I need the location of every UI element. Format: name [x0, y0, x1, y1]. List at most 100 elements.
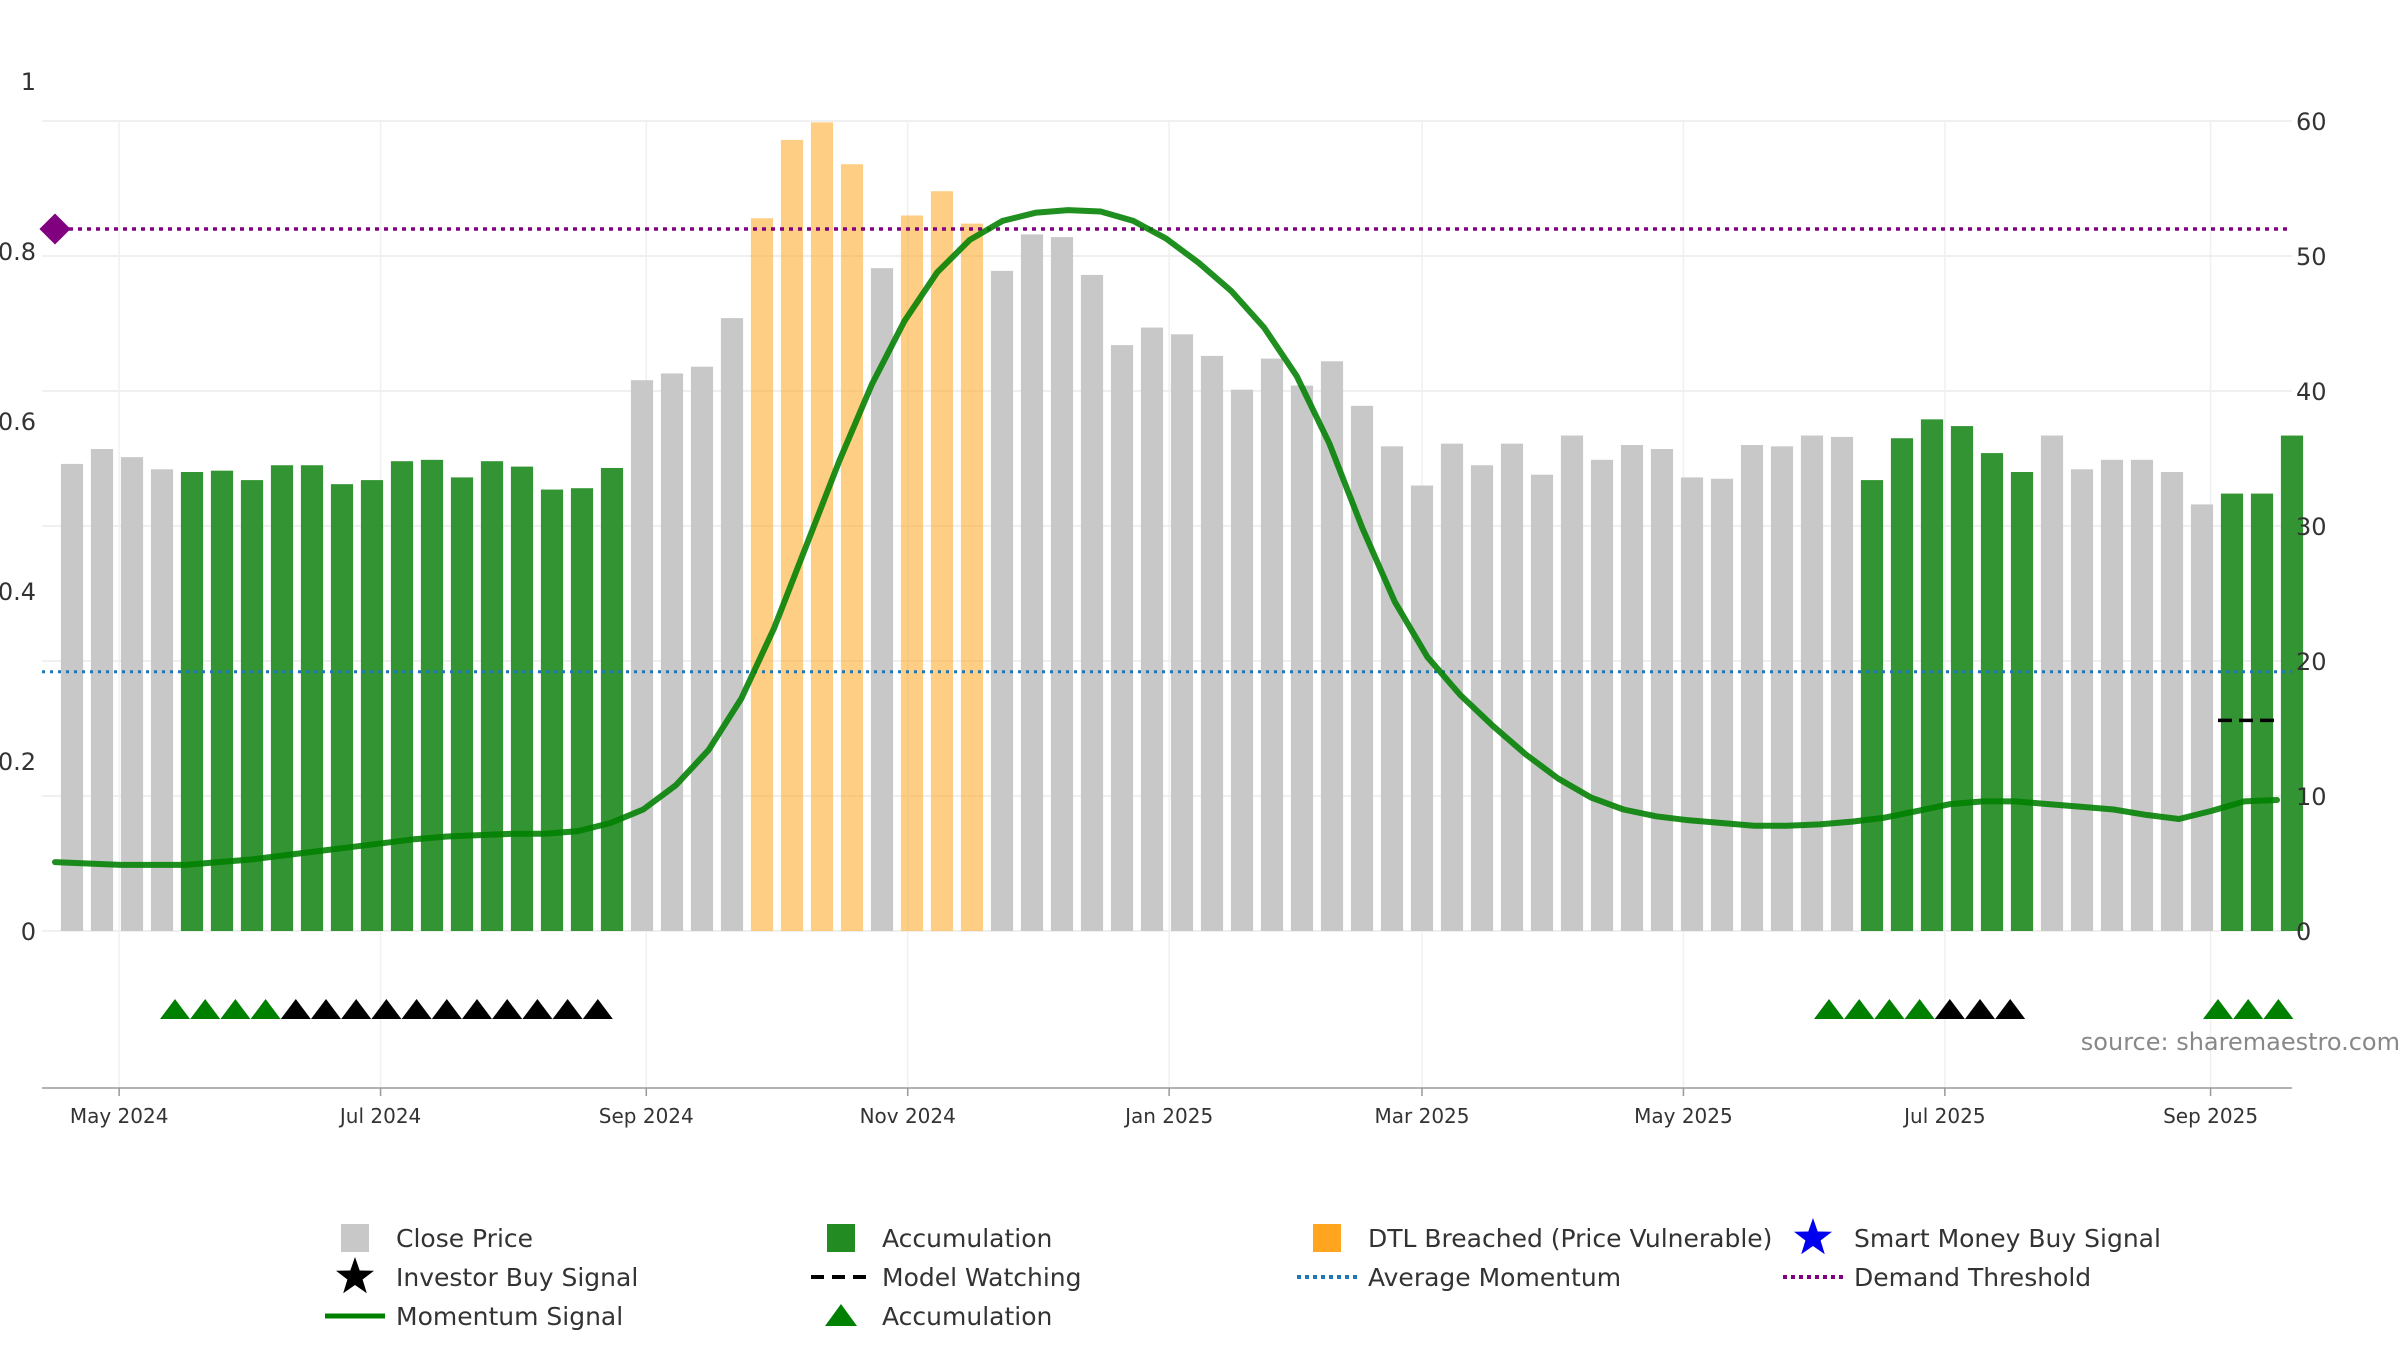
bar-series [60, 122, 2304, 932]
x-axis-tick-label: Mar 2025 [1375, 1104, 1470, 1128]
close-price-bar [1620, 445, 1644, 931]
legend-label: Investor Buy Signal [396, 1263, 638, 1292]
source-annotation: source: sharemaestro.com [2081, 1028, 2400, 1056]
legend: Close Price Accumulation DTL Breached (Pri… [325, 1218, 2161, 1331]
close-price-bar [1380, 446, 1404, 931]
close-price-bar [1080, 274, 1104, 931]
accumulation-bar [210, 470, 234, 931]
x-axis-tick-label: Jul 2024 [338, 1104, 421, 1128]
dtl-breached-bar [960, 223, 984, 932]
legend-swatch-star [336, 1257, 374, 1294]
accumulation-bar [420, 459, 444, 931]
signal-markers [160, 999, 2294, 1019]
close-price-bar [1050, 237, 1074, 932]
left-axis-tick-label: 0.4 [0, 578, 36, 606]
investor-signal-triangle [492, 999, 523, 1019]
x-axis-tick-label: May 2024 [70, 1104, 169, 1128]
close-price-bar [660, 373, 684, 931]
accumulation-bar [1890, 438, 1914, 931]
dtl-breached-bar [810, 122, 834, 932]
investor-signal-triangle [401, 999, 432, 1019]
x-axis-tick-label: Jan 2025 [1123, 1104, 1213, 1128]
accumulation-triangle [1874, 999, 1905, 1019]
investor-signal-triangle [582, 999, 613, 1019]
close-price-bar [120, 457, 144, 931]
dtl-breached-bar [900, 215, 924, 931]
legend-label: Close Price [396, 1224, 533, 1253]
accumulation-triangle [160, 999, 190, 1019]
close-price-bar [1740, 445, 1764, 931]
close-price-bar [2130, 459, 2154, 931]
accumulation-bar [180, 472, 204, 931]
close-price-bar [1140, 327, 1164, 931]
close-price-bar [60, 463, 84, 931]
close-price-bar [690, 366, 714, 931]
axes [42, 1087, 2292, 1096]
accumulation-bar [360, 480, 384, 931]
close-price-bar [1530, 474, 1554, 931]
accumulation-bar [300, 465, 324, 931]
x-axis-tick-label: Nov 2024 [860, 1104, 956, 1128]
accumulation-bar [600, 467, 624, 931]
close-price-bar [1800, 435, 1824, 931]
accumulation-triangle [250, 999, 281, 1019]
close-price-bar [1020, 234, 1044, 931]
close-price-bar [1680, 477, 1704, 931]
close-price-bar [1590, 459, 1614, 931]
close-price-bar [1470, 465, 1494, 931]
accumulation-triangle [2263, 999, 2294, 1019]
investor-signal-triangle [1995, 999, 2026, 1019]
accumulation-bar [2220, 493, 2244, 931]
right-axis-tick-label: 30 [2296, 513, 2327, 541]
legend-label: Accumulation [882, 1302, 1052, 1331]
accumulation-triangle [1904, 999, 1935, 1019]
close-price-bar [1770, 446, 1794, 931]
accumulation-bar [540, 489, 564, 931]
accumulation-bar [450, 477, 474, 931]
right-axis-tick-label: 40 [2296, 378, 2327, 406]
close-price-bar [1650, 449, 1674, 931]
x-axis-tick-label: May 2025 [1634, 1104, 1733, 1128]
accumulation-bar [270, 465, 294, 931]
close-price-bar [1500, 443, 1524, 931]
momentum-signal-line [52, 207, 2280, 868]
demand-threshold-diamond [39, 213, 71, 245]
accumulation-triangle [220, 999, 251, 1019]
accumulation-bar [510, 466, 534, 931]
investor-signal-triangle [462, 999, 492, 1019]
dtl-breached-bar [750, 218, 774, 931]
right-axis-tick-label: 10 [2296, 783, 2327, 811]
close-price-bar [1320, 361, 1344, 931]
accumulation-triangle [190, 999, 221, 1019]
x-axis-tick-label: Sep 2025 [2163, 1104, 2258, 1128]
close-price-bar [990, 270, 1014, 932]
accumulation-bar [570, 488, 594, 931]
legend-swatch-star [1794, 1218, 1832, 1255]
close-price-bar [1710, 478, 1734, 931]
investor-signal-triangle [522, 999, 553, 1019]
close-price-bar [1560, 435, 1584, 931]
accumulation-bar [390, 461, 414, 931]
investor-signal-triangle [341, 999, 372, 1019]
left-axis-tick-label: 0.2 [0, 748, 36, 776]
dtl-breached-bar [930, 191, 954, 931]
investor-signal-triangle [1965, 999, 1995, 1019]
legend-label: Demand Threshold [1854, 1263, 2091, 1292]
dtl-breached-bar [840, 164, 864, 931]
investor-signal-triangle [431, 999, 462, 1019]
legend-swatch-square [827, 1224, 855, 1252]
accumulation-bar [1980, 453, 2004, 931]
accumulation-bar [1950, 426, 1974, 931]
legend-label: Accumulation [882, 1224, 1052, 1253]
close-price-bar [1200, 355, 1224, 931]
legend-label: Average Momentum [1368, 1263, 1621, 1292]
close-price-bar [630, 380, 654, 931]
accumulation-bar [330, 484, 354, 931]
left-axis-tick-label: 1 [21, 68, 36, 96]
right-axis-tick-label: 20 [2296, 648, 2327, 676]
close-price-bar [1110, 345, 1134, 932]
x-axis-tick-label: Jul 2025 [1902, 1104, 1985, 1128]
close-price-bar [2190, 504, 2214, 931]
